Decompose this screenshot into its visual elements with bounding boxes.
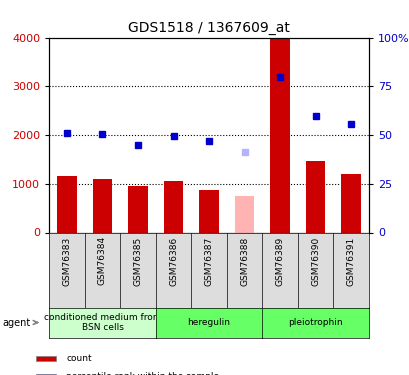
- Text: GSM76383: GSM76383: [62, 236, 71, 285]
- FancyBboxPatch shape: [36, 374, 56, 375]
- Text: heregulin: heregulin: [187, 318, 230, 327]
- Text: GSM76388: GSM76388: [240, 236, 249, 285]
- Text: GSM76386: GSM76386: [169, 236, 178, 285]
- Bar: [128, 186, 147, 232]
- Text: count: count: [66, 354, 92, 363]
- Text: GSM76385: GSM76385: [133, 236, 142, 285]
- Text: agent: agent: [2, 318, 37, 327]
- Title: GDS1518 / 1367609_at: GDS1518 / 1367609_at: [128, 21, 289, 35]
- Bar: [199, 190, 218, 232]
- Text: GSM76391: GSM76391: [346, 236, 355, 285]
- Text: GSM76389: GSM76389: [275, 236, 284, 285]
- Bar: [270, 38, 289, 232]
- FancyBboxPatch shape: [36, 356, 56, 361]
- Bar: [163, 181, 183, 232]
- Bar: [305, 161, 325, 232]
- Bar: [92, 179, 112, 232]
- Bar: [57, 177, 76, 232]
- Text: conditioned medium from
BSN cells: conditioned medium from BSN cells: [44, 313, 161, 332]
- Text: percentile rank within the sample: percentile rank within the sample: [66, 372, 219, 375]
- Text: GSM76384: GSM76384: [98, 236, 107, 285]
- Text: GSM76387: GSM76387: [204, 236, 213, 285]
- Bar: [234, 196, 254, 232]
- Text: pleiotrophin: pleiotrophin: [288, 318, 342, 327]
- Text: GSM76390: GSM76390: [310, 236, 319, 285]
- Bar: [341, 174, 360, 232]
